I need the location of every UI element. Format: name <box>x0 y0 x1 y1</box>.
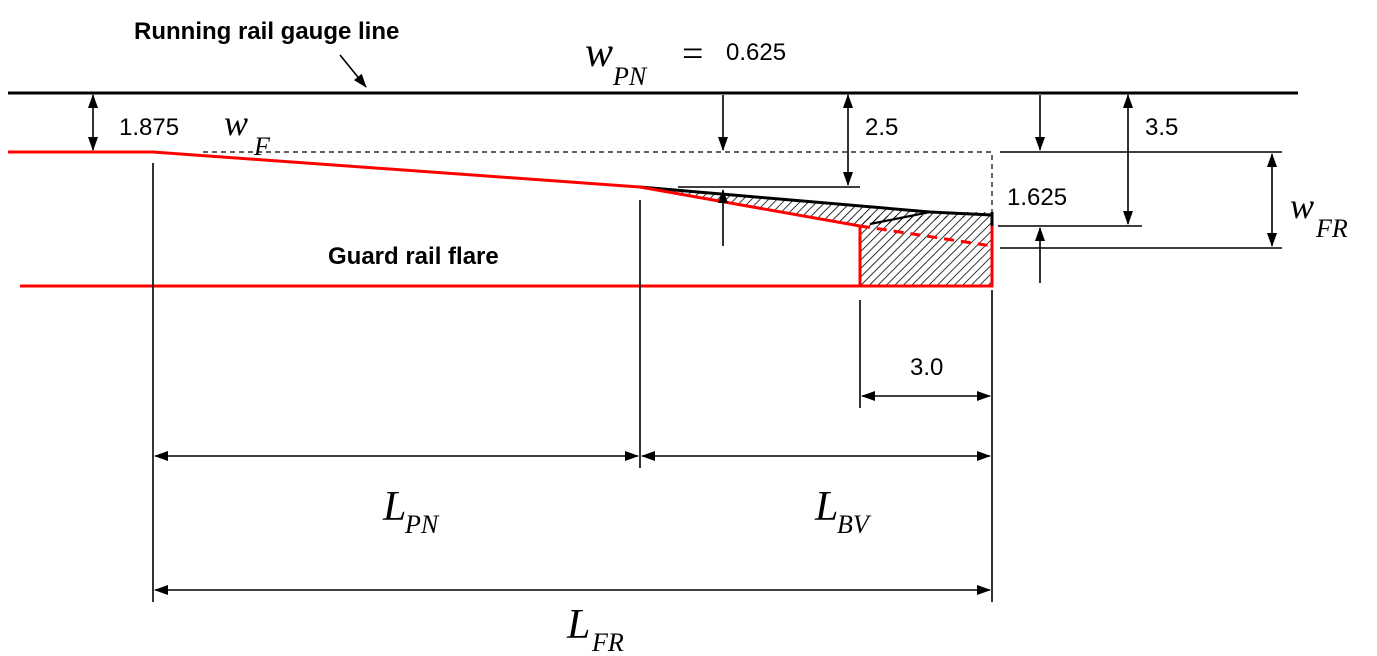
dim-25-label: 2.5 <box>865 114 898 141</box>
svg-text:L: L <box>382 484 406 530</box>
svg-text:BV: BV <box>837 510 872 539</box>
guard-rail-flare-label: Guard rail flare <box>328 243 499 270</box>
dim-1875-label: 1.875 <box>119 114 179 141</box>
guard-rail-dashed-extension <box>859 224 993 248</box>
guard-rail-end <box>858 215 994 288</box>
dim-35-label: 3.5 <box>1145 114 1178 141</box>
svg-text:FR: FR <box>591 628 624 656</box>
l-fr-label: L FR <box>566 602 624 656</box>
l-bv-label: L BV <box>814 484 872 539</box>
l-pn-label: L PN <box>382 484 440 539</box>
dim-30-label: 3.0 <box>910 354 943 381</box>
svg-text:L: L <box>814 484 838 530</box>
w-fr-label: w FR <box>1290 186 1348 243</box>
svg-text:F: F <box>253 132 271 161</box>
svg-text:FR: FR <box>1315 214 1348 243</box>
svg-text:PN: PN <box>612 62 648 91</box>
w-f-label: w F <box>224 103 271 161</box>
reference-dashed-line <box>203 151 993 212</box>
wedge-outline-inner <box>869 210 931 226</box>
running-rail-label: Running rail gauge line <box>134 18 399 45</box>
svg-text:PN: PN <box>404 510 440 539</box>
dim-1625-label: 1.625 <box>1007 184 1067 211</box>
svg-text:w: w <box>1290 186 1314 226</box>
svg-text:0.625: 0.625 <box>726 39 786 66</box>
svg-text:w: w <box>585 30 613 76</box>
hatched-block <box>860 216 992 286</box>
svg-text:=: = <box>682 33 703 75</box>
svg-text:L: L <box>566 602 590 648</box>
svg-text:w: w <box>224 103 248 143</box>
running-rail-leader <box>339 54 367 88</box>
w-pn-label: w PN = 0.625 <box>585 30 786 91</box>
guard-rail-flare-line <box>8 150 861 228</box>
